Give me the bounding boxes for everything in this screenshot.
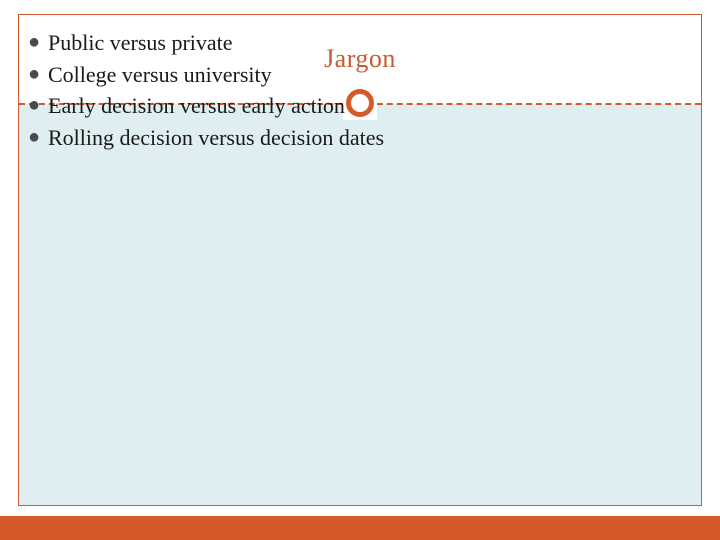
bullet-icon: ● xyxy=(28,60,48,88)
list-item: ● College versus university xyxy=(28,60,700,90)
bullet-text: Rolling decision versus decision dates xyxy=(48,123,384,153)
bullet-list: ● Public versus private ● College versus… xyxy=(28,28,700,155)
list-item: ● Early decision versus early action xyxy=(28,91,700,121)
bullet-icon: ● xyxy=(28,123,48,151)
slide: Jargon ● Public versus private ● College… xyxy=(0,0,720,540)
footer-bar xyxy=(0,516,720,540)
bullet-icon: ● xyxy=(28,91,48,119)
bullet-text: College versus university xyxy=(48,60,272,90)
bullet-text: Early decision versus early action xyxy=(48,91,345,121)
bullet-text: Public versus private xyxy=(48,28,233,58)
list-item: ● Rolling decision versus decision dates xyxy=(28,123,700,153)
list-item: ● Public versus private xyxy=(28,28,700,58)
bullet-icon: ● xyxy=(28,28,48,56)
